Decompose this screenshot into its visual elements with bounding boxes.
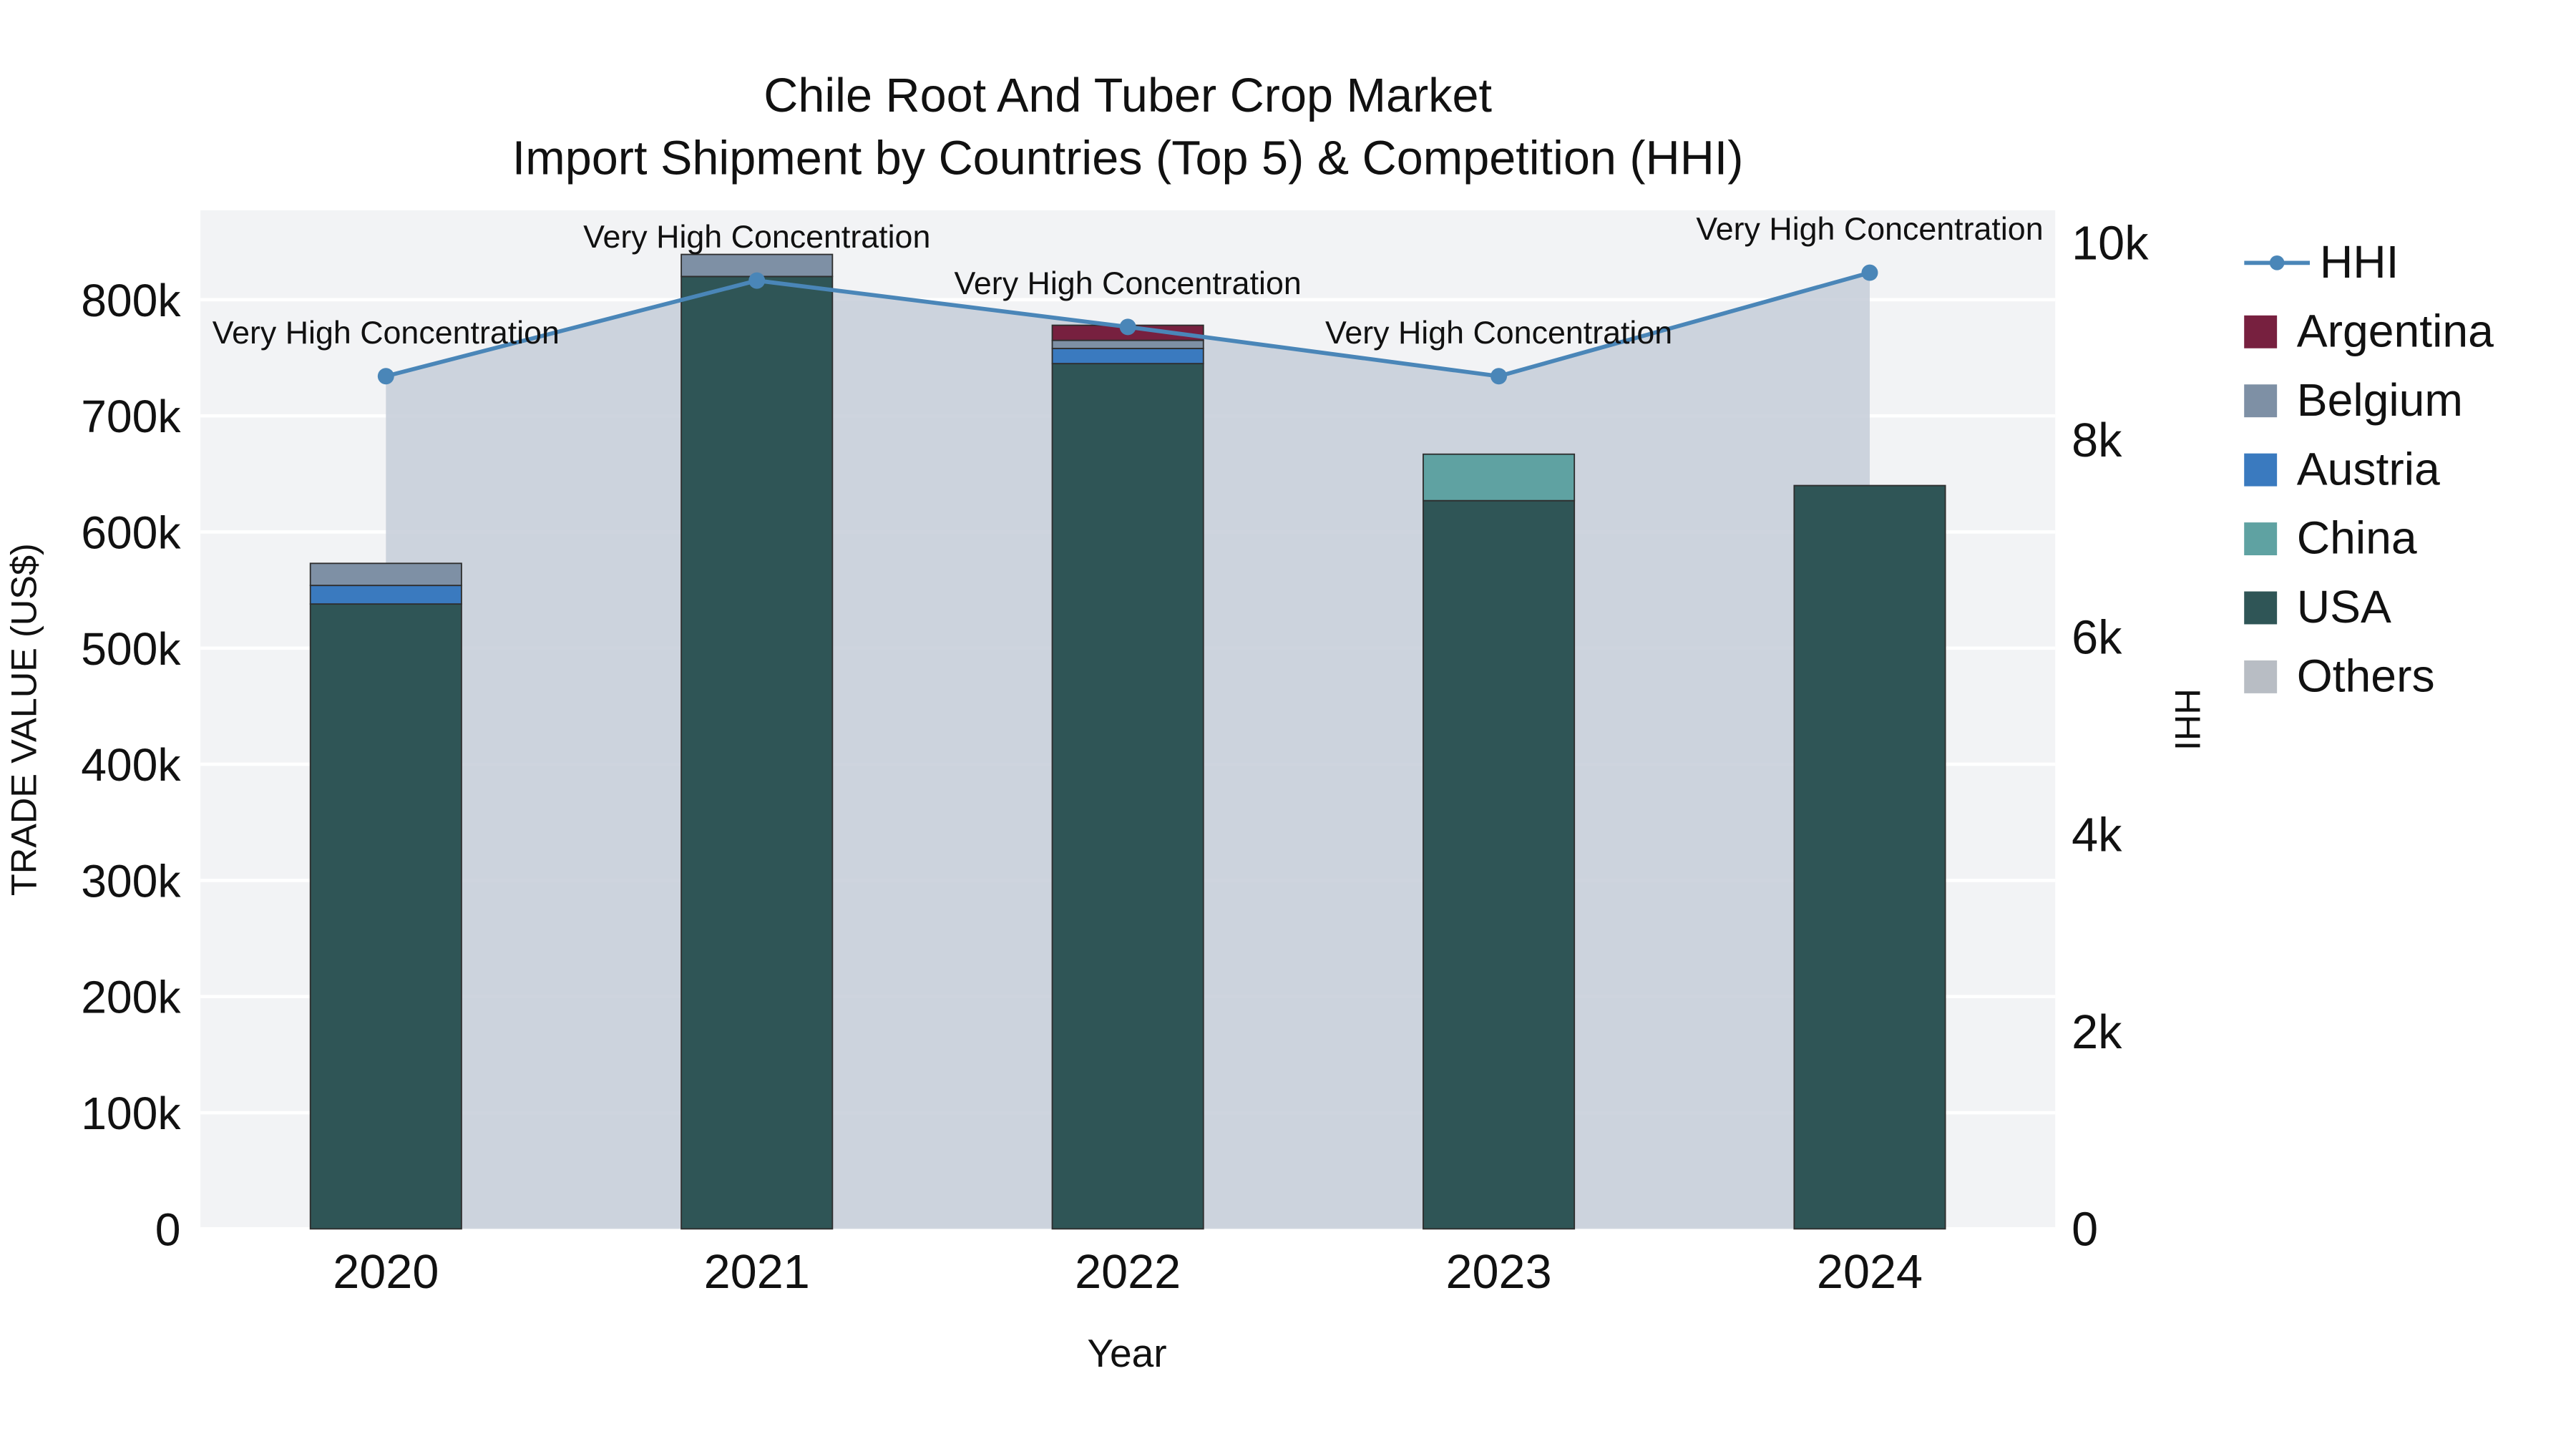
legend-label: Argentina	[2296, 306, 2494, 357]
left-tick-100k: 100k	[81, 1088, 181, 1139]
legend-item-argentina[interactable]: Argentina	[2244, 298, 2494, 366]
legend-item-china[interactable]: China	[2244, 504, 2494, 573]
left-tick-600k: 600k	[81, 507, 181, 558]
bar-usa-2022	[1051, 363, 1204, 1230]
left-tick-400k: 400k	[81, 739, 181, 791]
annotations-group: Very High Concentration Very High Concent…	[213, 211, 2044, 351]
x-tick-2024: 2024	[1817, 1246, 1923, 1299]
bar-usa-2023	[1423, 499, 1576, 1230]
legend-label: China	[2296, 512, 2417, 564]
legend-label: HHI	[2319, 236, 2399, 288]
bar-usa-2024	[1793, 484, 1946, 1230]
chart-title: Chile Root And Tuber Crop Market Import …	[200, 66, 2055, 190]
left-tick-200k: 200k	[81, 972, 181, 1023]
hhi-point-2022	[1119, 318, 1136, 336]
legend-item-belgium[interactable]: Belgium	[2244, 366, 2494, 435]
left-tick-800k: 800k	[81, 275, 181, 326]
legend-item-usa[interactable]: USA	[2244, 573, 2494, 642]
left-tick-700k: 700k	[81, 391, 181, 442]
hhi-point-2024	[1861, 264, 1878, 281]
left-tick-0: 0	[155, 1204, 181, 1255]
legend-label: Austria	[2296, 443, 2440, 495]
legend-swatch-icon	[2244, 453, 2278, 487]
bars-group	[309, 253, 1946, 1230]
legend-swatch-icon	[2244, 315, 2278, 348]
left-tick-500k: 500k	[81, 623, 181, 675]
chart-title-line1: Chile Root And Tuber Crop Market	[763, 70, 1493, 124]
legend-label: Belgium	[2296, 374, 2463, 426]
legend: HHI Argentina Belgium Austria China USA Others	[2244, 228, 2494, 711]
right-tick-6k: 6k	[2072, 612, 2122, 665]
legend-item-hhi[interactable]: HHI	[2244, 228, 2494, 297]
left-tick-300k: 300k	[81, 855, 181, 907]
bar-usa-2021	[680, 275, 834, 1230]
bar-austria-2020	[309, 585, 462, 605]
annotation-2020: Very High Concentration	[213, 315, 560, 351]
legend-item-others[interactable]: Others	[2244, 643, 2494, 711]
annotation-2024: Very High Concentration	[1696, 211, 2043, 247]
legend-swatch-icon	[2244, 522, 2278, 556]
bar-belgium-2020	[309, 562, 462, 587]
bar-china-2023	[1423, 453, 1576, 502]
legend-label: Others	[2296, 650, 2435, 702]
hhi-line-group	[377, 264, 1878, 385]
legend-swatch-icon	[2244, 660, 2278, 693]
right-axis-title: HHI	[2167, 688, 2208, 751]
right-tick-8k: 8k	[2072, 414, 2122, 467]
hhi-line-swatch-icon	[2244, 255, 2311, 270]
legend-item-austria[interactable]: Austria	[2244, 435, 2494, 504]
right-tick-4k: 4k	[2072, 809, 2122, 862]
bar-belgium-2022	[1051, 339, 1204, 349]
x-tick-2021: 2021	[704, 1246, 810, 1299]
tick-labels-group: 0 100k 200k 300k 400k 500k 600k 700k 800k 0 2k 4k 6k…	[81, 218, 2149, 1299]
legend-label: USA	[2296, 581, 2391, 633]
annotation-2023: Very High Concentration	[1325, 315, 1672, 351]
hhi-point-2021	[748, 272, 766, 289]
x-axis-title: Year	[1087, 1331, 1166, 1375]
legend-swatch-icon	[2244, 384, 2278, 418]
annotation-2021: Very High Concentration	[583, 219, 930, 255]
x-tick-2020: 2020	[333, 1246, 439, 1299]
legend-swatch-icon	[2244, 591, 2278, 625]
right-tick-10k: 10k	[2072, 218, 2149, 270]
hhi-point-2020	[377, 368, 394, 385]
chart-title-line2: Import Shipment by Countries (Top 5) & C…	[512, 132, 1744, 186]
bar-austria-2022	[1051, 348, 1204, 365]
left-axis-title: TRADE VALUE (US$)	[4, 543, 44, 896]
right-tick-2k: 2k	[2072, 1006, 2122, 1059]
bar-usa-2020	[309, 603, 462, 1230]
hhi-point-2023	[1491, 368, 1508, 385]
x-tick-2022: 2022	[1075, 1246, 1181, 1299]
annotation-2022: Very High Concentration	[955, 265, 1302, 301]
x-tick-2023: 2023	[1446, 1246, 1552, 1299]
right-tick-0: 0	[2072, 1203, 2098, 1256]
